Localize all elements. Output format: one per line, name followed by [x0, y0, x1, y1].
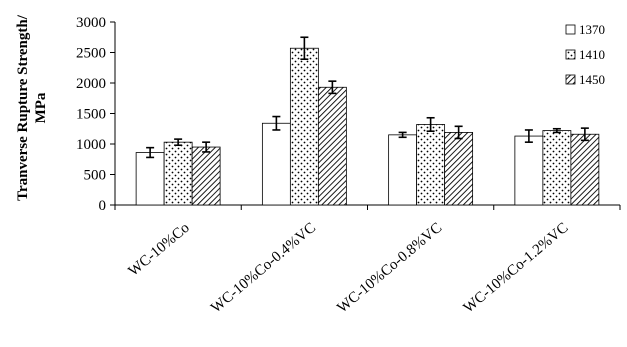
- legend-label: 1370: [579, 22, 605, 37]
- legend-swatch-1370: [565, 24, 576, 35]
- x-tick-label: WC-10%Co-1.2%VC: [461, 220, 572, 317]
- x-tick-label: WC-10%Co: [126, 220, 193, 280]
- bar-1410: [163, 141, 193, 206]
- bar-1370: [388, 134, 418, 206]
- y-tick-label: 500: [84, 168, 107, 184]
- y-tick-label: 1000: [76, 137, 106, 153]
- bar-1410: [416, 124, 446, 206]
- bar-1410: [542, 130, 572, 206]
- legend-swatch-1450: [565, 74, 576, 85]
- legend-label: 1450: [579, 72, 605, 87]
- bar-1410: [289, 47, 319, 206]
- bar-1450: [191, 146, 221, 206]
- y-tick-label: 2000: [76, 76, 106, 92]
- y-tick-label: 0: [99, 198, 107, 214]
- y-tick-label: 1500: [76, 107, 106, 123]
- bar-1370: [514, 135, 544, 206]
- legend-label: 1410: [579, 47, 605, 62]
- y-tick-label: 3000: [76, 15, 106, 31]
- bar-1450: [444, 132, 474, 206]
- bar-1370: [135, 152, 165, 206]
- x-tick-label: WC-10%Co-0.8%VC: [334, 220, 445, 317]
- x-tick-label: WC-10%Co-0.4%VC: [208, 220, 319, 317]
- legend-swatch-1410: [565, 49, 576, 60]
- y-tick-label: 2500: [76, 46, 106, 62]
- bar-1450: [317, 86, 347, 206]
- bar-1450: [570, 133, 600, 206]
- bar-1370: [261, 122, 291, 206]
